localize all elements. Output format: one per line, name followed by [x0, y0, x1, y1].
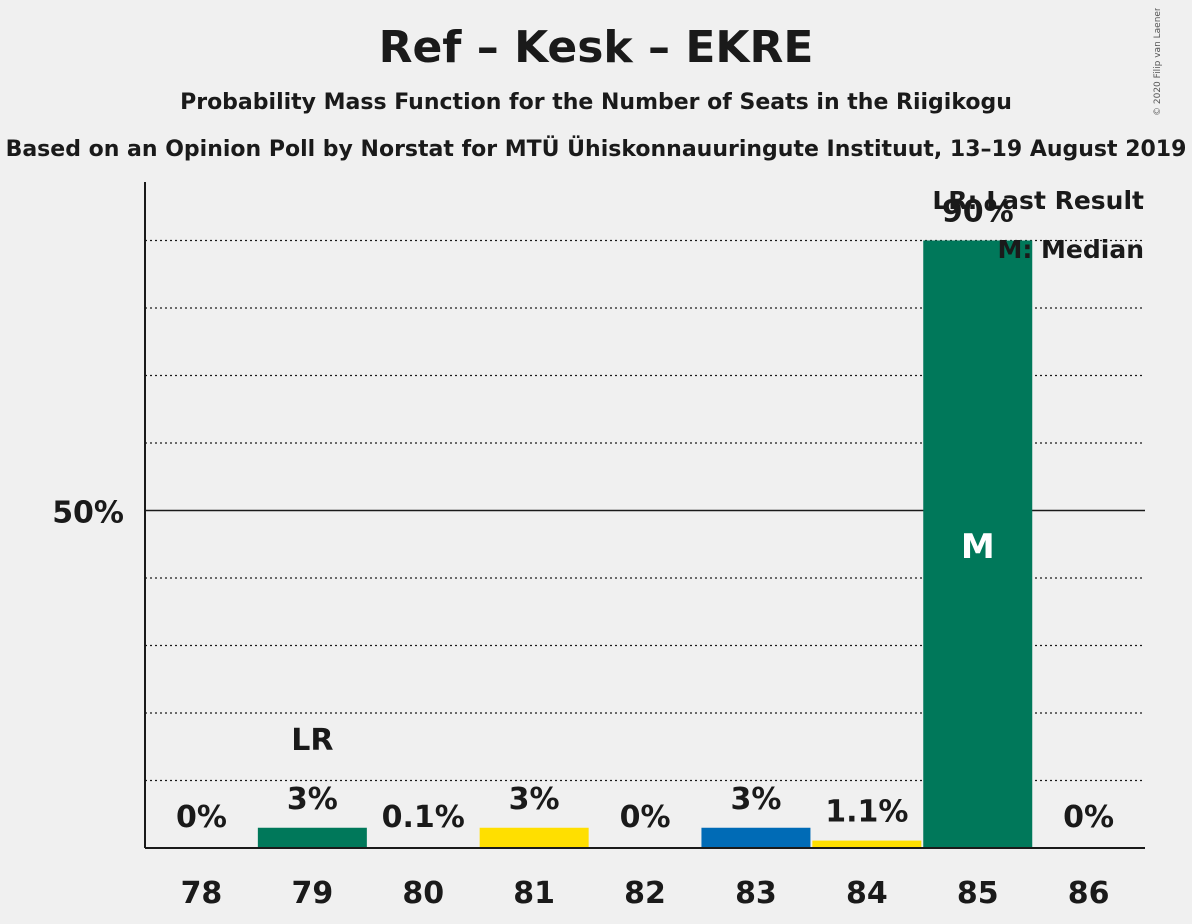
data-label: 1.1%: [825, 795, 908, 830]
x-tick-label: 80: [402, 876, 444, 911]
bar-85: [923, 240, 1033, 848]
bar-84: [812, 840, 922, 848]
data-label: 3%: [509, 782, 560, 817]
x-tick-label: 84: [846, 876, 888, 911]
x-tick-label: 83: [735, 876, 777, 911]
chart-title: Ref – Kesk – EKRE: [378, 22, 814, 73]
chart-subtitle: Probability Mass Function for the Number…: [180, 90, 1012, 115]
y-tick-label: 50%: [52, 496, 124, 531]
x-tick-label: 78: [181, 876, 223, 911]
legend-last-result: LR: Last Result: [932, 186, 1144, 215]
bar-83: [701, 827, 811, 848]
data-label: 0%: [620, 800, 671, 835]
data-label: 3%: [730, 782, 781, 817]
data-label: 0%: [1063, 800, 1114, 835]
copyright-notice: © 2020 Filip van Laenen: [1153, 8, 1163, 116]
bar-79: [257, 827, 367, 848]
last-result-marker: LR: [291, 723, 333, 758]
median-marker: M: [961, 527, 995, 567]
data-label: 90%: [942, 195, 1014, 230]
chart-caption: Based on an Opinion Poll by Norstat for …: [5, 137, 1187, 162]
copyright-text: © 2020 Filip van Laenen: [1153, 8, 1163, 116]
data-label: 0%: [176, 800, 227, 835]
bar-81: [479, 827, 589, 848]
x-tick-label: 81: [513, 876, 555, 911]
x-tick-label: 86: [1068, 876, 1110, 911]
x-tick-label: 85: [957, 876, 999, 911]
x-tick-label: 79: [291, 876, 333, 911]
data-label: 0.1%: [382, 800, 465, 835]
legend-median: M: Median: [997, 235, 1144, 264]
data-label: 3%: [287, 782, 338, 817]
x-tick-label: 82: [624, 876, 666, 911]
